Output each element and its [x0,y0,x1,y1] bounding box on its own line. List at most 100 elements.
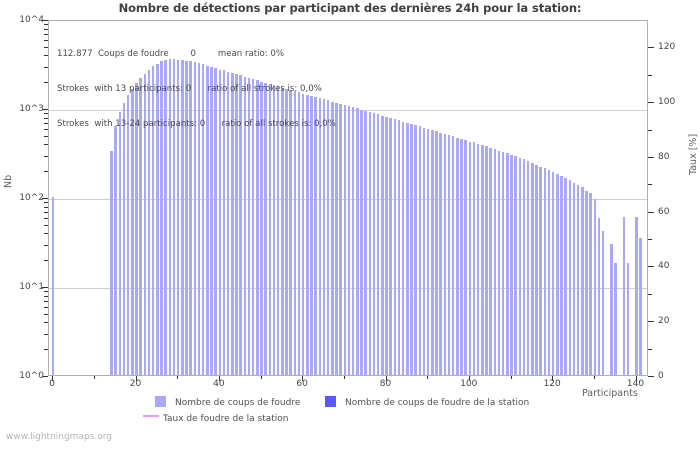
bar [422,127,426,375]
y-tick-minor-left [44,206,48,208]
y-tick-minor-left [44,313,48,315]
bar [151,66,155,375]
bar [126,95,130,375]
y-tick-minor-left [44,260,48,262]
bar [160,61,163,375]
annotation-line-2: Strokes with 13-24 participants: 0 ratio… [57,118,336,129]
y-tick-minor-left [44,349,48,351]
y-tick-minor-left [44,244,48,246]
bar [514,156,517,375]
bar [156,63,159,375]
bar [447,135,451,375]
legend-label-1: Nombre de coups de foudre de la station [345,398,530,408]
bar [297,92,301,375]
bar [401,121,405,375]
x-tick-label: 60 [296,379,308,389]
y-tick-minor-right [648,184,652,186]
bar [214,68,217,375]
legend-item-2[interactable]: Taux de foudre de la station [143,414,288,424]
bar [218,69,222,375]
legend-item-0[interactable]: Nombre de coups de foudre [155,396,300,408]
x-tick-minor [93,376,95,379]
bar [251,79,255,375]
legend-label-0: Nombre de coups de foudre [175,398,301,408]
x-tick-minor [260,376,262,379]
bar [460,138,463,375]
bar [51,197,55,375]
y-tick-minor-left [44,291,48,293]
bar [410,124,413,375]
bar [368,112,372,375]
bar [243,76,247,375]
bar [364,110,367,375]
y-tick-minor-left [44,333,48,335]
bar [201,64,205,375]
x-tick-label: 0 [49,379,56,389]
bar [597,218,601,375]
bar [360,109,363,375]
y-tick-mark-left [42,109,48,110]
bar [389,117,392,375]
bar [622,216,626,375]
bar [376,114,380,375]
bar-series [49,21,647,375]
bar [331,101,334,375]
bar [235,74,238,375]
page-title: Nombre de détections par participant des… [118,1,582,15]
y-tick-label-left: 10^1 [19,282,44,292]
y-tick-minor-left [44,135,48,137]
x-tick-label: 100 [460,379,478,389]
bar [426,129,430,375]
legend-item-1[interactable]: Nombre de coups de foudre de la station [325,396,529,408]
annotation-line-1: Strokes with 13 participants: 0 ratio of… [57,83,322,94]
x-tick-mark [218,376,220,381]
y-tick-minor-right [648,239,652,241]
y-tick-minor-right [648,129,652,131]
bar [110,150,113,375]
y-tick-mark-left [42,20,48,21]
bar [268,84,272,375]
bar [168,58,172,375]
x-tick-mark [135,376,137,381]
bar [418,126,422,375]
bar [568,180,572,375]
bar [431,130,434,375]
y-tick-mark-right [648,321,654,323]
bar [489,148,492,375]
bar [576,184,580,375]
y-tick-minor-left [44,46,48,48]
bar [326,100,330,375]
bar [310,95,313,375]
bar [443,134,447,375]
annotation-line-0: 112.877 Coups de foudre 0 mean ratio: 0% [57,49,285,60]
legend-swatch-icon-0 [155,396,166,407]
watermark: www.lightningmaps.org [6,432,112,442]
y-tick-minor-left [44,295,48,297]
bar [122,102,126,375]
y-tick-minor-left [44,117,48,119]
bar [131,88,134,375]
y-tick-label-right: 80 [658,151,670,162]
bar [414,125,417,375]
bar [639,237,642,375]
bar [543,168,547,375]
bar [314,96,317,375]
bar [589,193,592,375]
x-tick-minor [427,376,429,379]
x-tick-mark [385,376,387,381]
bar [518,157,522,375]
bar [381,115,384,375]
bar [339,103,342,375]
bar [397,120,401,375]
bar [581,187,584,375]
bar [147,69,151,375]
x-tick-minor [593,376,595,379]
y-tick-minor-left [44,66,48,68]
bar [185,60,188,375]
bar [506,153,509,375]
bar [293,91,297,375]
x-tick-label: 40 [213,379,225,389]
bar [318,97,322,375]
bar [626,263,630,375]
bar [393,118,397,375]
